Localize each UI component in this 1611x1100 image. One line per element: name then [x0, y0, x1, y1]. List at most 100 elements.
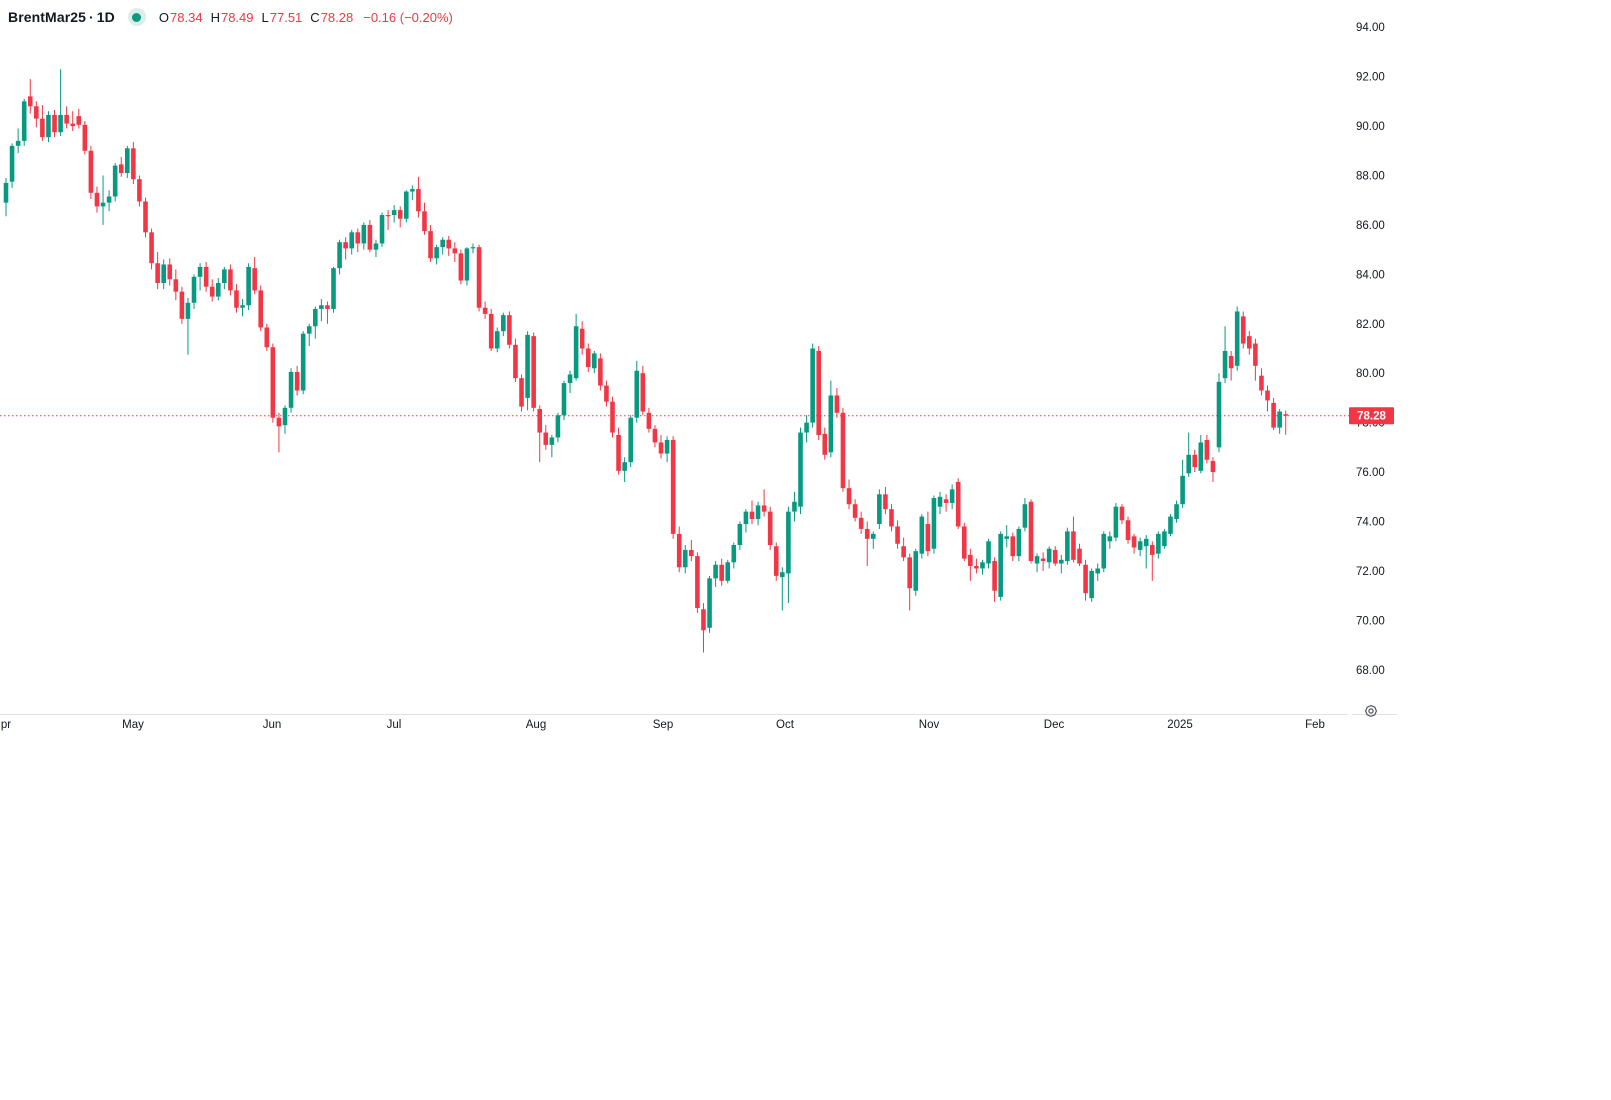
candle-body — [1101, 533, 1107, 569]
time-tick-label: Feb — [1305, 719, 1325, 731]
candle-body — [9, 145, 15, 182]
candle-down — [955, 478, 961, 529]
candle-body — [3, 182, 9, 203]
candle-down — [264, 323, 270, 351]
candle-down — [1259, 368, 1264, 396]
candle-down — [719, 558, 724, 586]
candle-body — [549, 437, 555, 445]
candle-body — [240, 305, 245, 308]
time-axis-settings-button[interactable] — [1360, 701, 1382, 721]
candle-body — [573, 326, 579, 379]
candle-body — [100, 202, 106, 207]
candle-up — [125, 145, 130, 178]
price-tick-label: 94.00 — [1356, 22, 1385, 34]
ohlc-open: O 78.34 — [158, 9, 203, 25]
candle-down — [173, 269, 179, 301]
candle-body — [209, 286, 215, 297]
candle-down — [1125, 516, 1131, 544]
candle-body — [464, 248, 470, 281]
candle-up — [1186, 432, 1191, 478]
candle-body — [870, 533, 876, 539]
candle-body — [106, 196, 112, 203]
candle-up — [592, 350, 597, 374]
candle-body — [658, 442, 664, 454]
candle-down — [27, 79, 33, 114]
candle-down — [1131, 533, 1137, 554]
candle-body — [367, 224, 373, 250]
candle-body — [15, 140, 21, 146]
candle-up — [1222, 326, 1228, 384]
candle-down — [1240, 311, 1246, 349]
price-tick-label: 76.00 — [1356, 467, 1385, 479]
candle-body — [1089, 570, 1094, 599]
candle-up — [792, 491, 797, 522]
candle-down — [816, 346, 822, 440]
candle-down — [652, 425, 658, 448]
candle-body — [482, 307, 488, 314]
candle-body — [792, 501, 797, 512]
candle-down — [476, 244, 482, 312]
candle-body — [64, 114, 69, 124]
candle-body — [1277, 411, 1282, 428]
candle-down — [1010, 532, 1016, 562]
candle-up — [9, 143, 15, 188]
time-axis[interactable]: pr May Jun Jul Aug Sep Oct Nov Dec 2025 Feb — [0, 714, 1397, 732]
candle-body — [191, 276, 197, 303]
candle-down — [961, 522, 967, 562]
candle-down — [670, 436, 676, 539]
candle-body — [949, 489, 955, 503]
candle-up — [191, 274, 197, 309]
candle-body — [798, 432, 803, 507]
candle-body — [1186, 454, 1191, 474]
price-tick-label: 70.00 — [1356, 615, 1385, 627]
candle-down — [422, 202, 427, 235]
price-axis[interactable]: 94.00 92.00 90.00 88.00 86.00 84.00 82.00 80.00… — [1356, 22, 1385, 677]
candle-body — [852, 504, 858, 518]
candle-up — [780, 567, 785, 611]
candle-body — [343, 242, 348, 249]
market-status-icon[interactable] — [127, 8, 146, 26]
candle-body — [604, 385, 609, 402]
candle-down — [149, 228, 154, 270]
candle-body — [846, 488, 852, 505]
candle-body — [1234, 311, 1240, 366]
candle-body — [306, 326, 312, 334]
candle-body — [313, 308, 318, 327]
candle-up — [58, 69, 63, 136]
candle-body — [1240, 316, 1246, 344]
candle-down — [992, 557, 997, 602]
candle-up — [986, 538, 991, 569]
candle-body — [185, 302, 191, 319]
candle-body — [646, 412, 652, 429]
last-price-badge-bg — [1349, 407, 1394, 425]
candle-up — [786, 506, 791, 604]
candle-body — [1107, 536, 1113, 542]
candle-down — [822, 427, 828, 460]
candle-down — [167, 258, 173, 286]
candle-up — [1016, 526, 1022, 562]
candle-body — [901, 546, 906, 558]
title-separator: · — [89, 9, 94, 25]
candle-up — [1089, 568, 1094, 602]
chart-canvas[interactable]: 94.00 92.00 90.00 88.00 86.00 84.00 82.00 80.00… — [0, 0, 1400, 735]
candle-down — [610, 396, 615, 438]
candle-up — [810, 343, 815, 428]
candle-body — [585, 348, 591, 368]
last-price-badge-text: 78.28 — [1357, 411, 1386, 423]
candle-up — [1156, 531, 1161, 559]
candle-down — [695, 552, 700, 613]
candle-down — [1052, 546, 1058, 567]
candle-up — [222, 266, 227, 290]
candle-down — [1028, 499, 1034, 564]
candle-body — [1083, 564, 1088, 594]
symbol-title[interactable]: BrentMar25 · 1D — [8, 9, 115, 25]
candle-down — [428, 224, 433, 262]
candle-body — [94, 192, 100, 207]
candle-body — [713, 564, 718, 579]
candle-up — [555, 412, 561, 443]
candle-up — [1107, 531, 1113, 549]
candle-up — [1113, 502, 1119, 542]
candle-body — [88, 150, 94, 193]
candle-body — [622, 462, 627, 471]
candle-down — [416, 176, 421, 218]
